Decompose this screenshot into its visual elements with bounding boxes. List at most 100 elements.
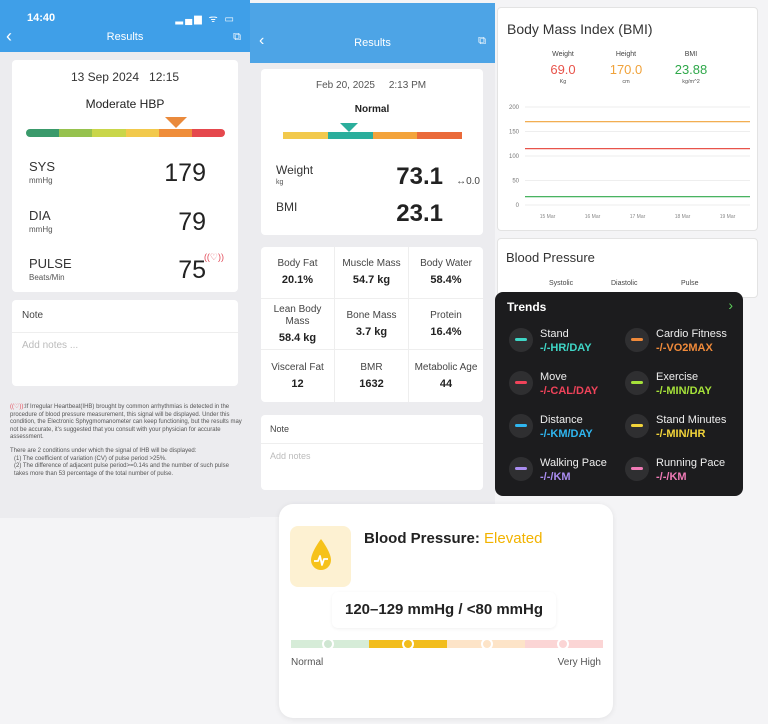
- weight-stat: Weight 69.0 Kg: [533, 51, 593, 85]
- metric-cell: BMR 1632: [335, 350, 409, 402]
- trend-item[interactable]: Stand -/-HR/DAY: [509, 327, 627, 359]
- bp-elevated-card: Blood Pressure: Elevated 120–129 mmHg / …: [279, 504, 613, 718]
- weight-stat-label: Weight: [552, 51, 574, 58]
- note-input[interactable]: Add notes: [270, 451, 311, 461]
- fine-print-2: There are 2 conditions under which the s…: [10, 447, 197, 454]
- level-pointer-icon: [340, 123, 358, 132]
- note-label: Note: [22, 310, 44, 321]
- bp-status-value: Elevated: [484, 530, 543, 547]
- fine-print-4: (2) The difference of adjacent pulse per…: [14, 463, 229, 477]
- metric-value: 58.4 kg: [278, 331, 317, 344]
- blood-drop-icon-box: [290, 526, 351, 587]
- scale-high-label: Very High: [557, 657, 601, 668]
- pulse-row: PULSE Beats/Min 75 ((♡)): [29, 252, 224, 290]
- bmi-stat-label: BMI: [684, 51, 698, 58]
- metric-value: 16.4%: [430, 325, 462, 338]
- metric-value: 20.1%: [281, 274, 314, 287]
- metric-label: Metabolic Age: [414, 362, 478, 374]
- ihb-fine-print: ((♡)):If Irregular Heartbeat(IHB) brough…: [10, 404, 242, 478]
- bp-category-segment: [486, 640, 525, 648]
- bp-scale-segment: [158, 129, 192, 137]
- height-stat-unit: cm: [622, 79, 630, 85]
- metric-label: Protein: [430, 309, 462, 321]
- trend-item[interactable]: Cardio Fitness -/-VO2MAX: [625, 327, 743, 359]
- trend-item[interactable]: Stand Minutes -/-MIN/HR: [625, 413, 743, 445]
- trend-label: Cardio Fitness: [656, 328, 727, 340]
- bp-time: 12:15: [149, 70, 180, 84]
- level-marker-very-high: [557, 638, 569, 650]
- bmi-stat-value: 23.88: [674, 62, 708, 77]
- bp-header-title: Results: [106, 31, 144, 43]
- bp-note-card[interactable]: Note Add notes ...: [12, 300, 238, 386]
- weight-value: 73.1: [396, 163, 443, 190]
- bp-scale-segment: [191, 129, 225, 137]
- trend-item[interactable]: Move -/-CAL/DAY: [509, 370, 627, 402]
- divider: [261, 443, 483, 444]
- chevron-right-icon[interactable]: ›: [728, 297, 733, 313]
- back-icon[interactable]: ‹: [6, 26, 12, 46]
- trend-item[interactable]: Walking Pace -/-/KM: [509, 456, 627, 488]
- trend-label: Stand Minutes: [656, 414, 727, 426]
- weight-note-card[interactable]: Note Add notes: [261, 415, 483, 490]
- dia-value: 79: [178, 208, 206, 236]
- trend-value: -/-MIN/HR: [656, 428, 706, 440]
- back-icon[interactable]: ‹: [259, 32, 265, 49]
- weight-header-title: Results: [354, 37, 391, 49]
- trend-value: -/-HR/DAY: [540, 342, 592, 354]
- note-input[interactable]: Add notes ...: [22, 340, 79, 351]
- trend-value: -/-KM/DAY: [540, 428, 593, 440]
- x-tick-label: 16 Mar: [585, 214, 601, 220]
- bp-category-segment: [291, 640, 330, 648]
- metric-cell: Visceral Fat 12: [261, 350, 335, 402]
- trend-value: -/-MIN/DAY: [656, 385, 712, 397]
- weight-delta: ↔0.0: [456, 176, 480, 187]
- trend-item[interactable]: Distance -/-KM/DAY: [509, 413, 627, 445]
- trend-item[interactable]: Running Pace -/-/KM: [625, 456, 743, 488]
- metric-label: BMR: [360, 362, 383, 374]
- bmi-line-chart: 0 50 100 150 200 15 Mar 16 Mar 17 Mar 18 Mar 19 M…: [509, 105, 750, 220]
- blood-pressure-panel: Blood Pressure Systolic Diastolic Pulse: [497, 238, 758, 298]
- bp-level-scale: [26, 129, 225, 137]
- trend-value: -/-/KM: [540, 471, 571, 483]
- metric-cell: Metabolic Age 44: [409, 350, 483, 402]
- fine-print-1: :If Irregular Heartbeat(IHB) brought by …: [10, 404, 242, 441]
- share-icon[interactable]: ⧉: [233, 31, 241, 43]
- bp-scale-segment: [26, 129, 60, 137]
- bp-category-segment: [564, 640, 603, 648]
- trend-value: -/-VO2MAX: [656, 342, 713, 354]
- move-icon: [509, 371, 533, 395]
- bmi-stat-unit: kg/m^2: [682, 79, 700, 85]
- scale-low-label: Normal: [291, 657, 324, 668]
- share-icon[interactable]: ⧉: [478, 35, 486, 47]
- metric-cell: Muscle Mass 54.7 kg: [335, 247, 409, 299]
- level-pointer-icon: [165, 117, 187, 128]
- trends-title: Trends: [507, 300, 547, 314]
- bp-date: 13 Sep 2024: [70, 70, 139, 84]
- trend-label: Move: [540, 371, 567, 383]
- bp-reading-card: 13 Sep 2024 12:15 Moderate HBP SYS mmHg …: [12, 60, 238, 292]
- trend-item[interactable]: Exercise -/-MIN/DAY: [625, 370, 743, 402]
- weight-datetime: Feb 20, 2025 2:13 PM: [316, 80, 426, 91]
- pulse-column: Pulse: [681, 280, 699, 287]
- trend-value: -/-/KM: [656, 471, 687, 483]
- weight-time: 2:13 PM: [388, 80, 427, 91]
- bp-scale-segment: [125, 129, 159, 137]
- y-tick-label: 200: [509, 105, 520, 111]
- metric-value: 54.7 kg: [352, 274, 391, 287]
- weight-scale-segment: [417, 132, 462, 139]
- x-tick-label: 19 Mar: [720, 214, 736, 220]
- weight-reading-card: Feb 20, 2025 2:13 PM Normal Weight kg 73…: [261, 69, 483, 235]
- dia-row: DIA mmHg 79: [29, 208, 224, 242]
- bp-datetime: 13 Sep 2024 12:15: [12, 70, 238, 84]
- bp-scale-segment: [59, 129, 93, 137]
- stand-minutes-icon: [625, 414, 649, 438]
- bp-category-segment: [330, 640, 369, 648]
- pulse-label: PULSE: [29, 256, 72, 271]
- trend-label: Walking Pace: [540, 457, 607, 469]
- bp-category-segment: [447, 640, 486, 648]
- bp-category-segment: [408, 640, 447, 648]
- weight-level-scale: [283, 132, 462, 139]
- status-time: 14:40: [27, 12, 56, 24]
- blood-drop-icon: [311, 539, 331, 570]
- irregular-heartbeat-icon: ((♡)): [203, 252, 224, 262]
